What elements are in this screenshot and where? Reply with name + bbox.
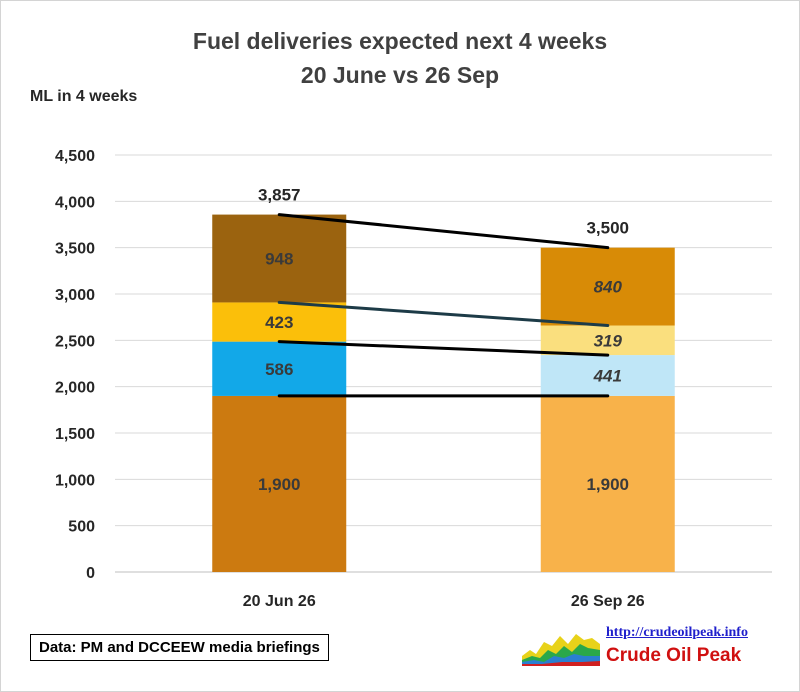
connector-line [277, 300, 610, 328]
y-tick-label: 0 [86, 565, 95, 582]
bar-data-label: 423 [265, 313, 293, 332]
source-note: Data: PM and DCCEEW media briefings [30, 634, 329, 661]
logo-url[interactable]: http://crudeoilpeak.info [606, 625, 748, 640]
y-tick-label: 1,000 [55, 472, 95, 489]
bar-segment [540, 325, 675, 356]
x-category-label: 26 Sep 26 [571, 593, 645, 610]
chart-subtitle: 20 June vs 26 Sep [300, 62, 500, 88]
y-tick-label: 4,000 [55, 194, 95, 211]
bar-data-label: 948 [265, 250, 293, 269]
y-tick-label: 2,000 [55, 380, 95, 397]
chart-title-line: Fuel deliveries expected next 4 weeks [192, 28, 608, 54]
bar-segment [540, 355, 675, 396]
y-tick-label: 4,500 [55, 148, 95, 165]
bar-total-label: 3,500 [586, 219, 629, 238]
logo-name: Crude Oil Peak [606, 645, 742, 666]
bar-data-label: 1,900 [258, 475, 301, 494]
bar-segment [540, 395, 675, 572]
connector-line [277, 213, 610, 250]
bar-data-label: 441 [593, 367, 622, 386]
y-tick-label: 3,000 [55, 287, 95, 304]
oil-production-logo-icon [522, 634, 600, 666]
bar-data-label: 1,900 [586, 475, 629, 494]
y-tick-label: 500 [68, 519, 95, 536]
y-axis-label: ML in 4 weeks [30, 88, 138, 105]
connector-line [277, 340, 610, 357]
bar-segment [212, 341, 347, 396]
bar-total-label: 3,857 [258, 186, 301, 205]
y-tick-label: 3,500 [55, 241, 95, 258]
bar-segment [212, 214, 347, 303]
bar-segment [540, 247, 675, 326]
y-tick-label: 1,500 [55, 426, 95, 443]
chart-title: Fuel deliveries expected next 4 weeks 20… [0, 24, 800, 92]
bar-data-label: 586 [265, 360, 293, 379]
bar-segment [212, 395, 347, 572]
x-category-label: 20 Jun 26 [243, 593, 316, 610]
bar-data-label: 840 [594, 278, 623, 297]
y-tick-label: 2,500 [55, 333, 95, 350]
bar-data-label: 319 [594, 331, 623, 350]
bar-segment [212, 302, 347, 342]
